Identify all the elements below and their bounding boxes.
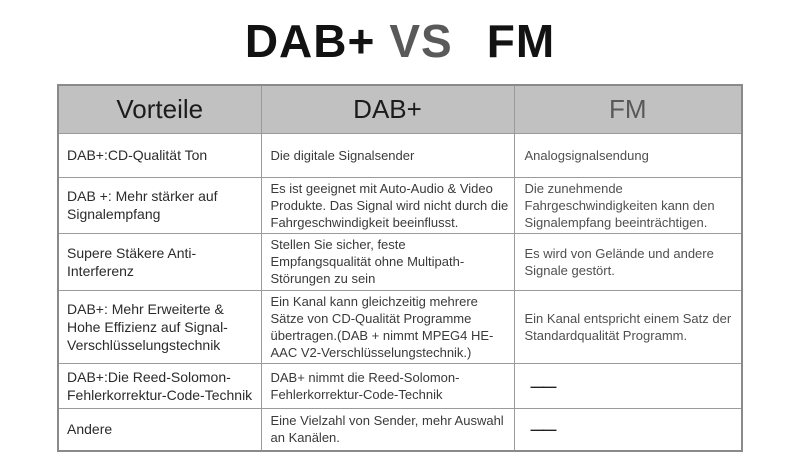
cell-fm: Analogsignalsendung xyxy=(513,132,743,178)
table-row: Supere Stäkere Anti-Interferenz Stellen … xyxy=(57,233,743,291)
page-title: DAB+ VS FM xyxy=(0,0,800,67)
cell-vorteile: Andere xyxy=(57,408,262,452)
title-fm-text: FM xyxy=(486,15,556,67)
header-cell-dab: DAB+ xyxy=(260,84,515,134)
cell-vorteile: DAB+:CD-Qualität Ton xyxy=(57,132,262,178)
cell-vorteile: Supere Stäkere Anti-Interferenz xyxy=(57,233,262,291)
table-row: DAB +: Mehr stärker auf Signalempfang Es… xyxy=(57,176,743,235)
cell-dab: Stellen Sie sicher, feste Empfangsqualit… xyxy=(260,233,515,291)
title-vs-text: VS xyxy=(389,15,453,67)
cell-fm: Die zunehmende Fahrgeschwindigkeiten kan… xyxy=(513,176,743,235)
header-cell-vorteile: Vorteile xyxy=(57,84,262,134)
cell-vorteile: DAB +: Mehr stärker auf Signalempfang xyxy=(57,176,262,235)
cell-dab: Die digitale Signalsender xyxy=(260,132,515,178)
cell-dab: Eine Vielzahl von Sender, mehr Auswahl a… xyxy=(260,408,515,452)
cell-dab: Es ist geeignet mit Auto-Audio & Video P… xyxy=(260,176,515,235)
table-row: DAB+: Mehr Erweiterte & Hohe Effizienz a… xyxy=(57,289,743,365)
table-row: DAB+:Die Reed-Solomon-Fehlerkorrektur-Co… xyxy=(57,363,743,410)
title-dab-text: DAB+ xyxy=(244,15,376,67)
header-cell-fm: FM xyxy=(513,84,743,134)
table-row: DAB+:CD-Qualität Ton Die digitale Signal… xyxy=(57,132,743,178)
cell-fm-dash: —— xyxy=(513,408,743,452)
cell-fm: Es wird von Gelände und andere Signale g… xyxy=(513,233,743,291)
cell-fm-dash: —— xyxy=(513,363,743,410)
cell-vorteile: DAB+:Die Reed-Solomon-Fehlerkorrektur-Co… xyxy=(57,363,262,410)
comparison-table: Vorteile DAB+ FM DAB+:CD-Qualität Ton Di… xyxy=(57,83,743,452)
cell-dab: DAB+ nimmt die Reed-Solomon-Fehlerkorrek… xyxy=(260,363,515,410)
table-header-row: Vorteile DAB+ FM xyxy=(57,84,743,134)
cell-fm: Ein Kanal entspricht einem Satz der Stan… xyxy=(513,289,743,365)
cell-vorteile: DAB+: Mehr Erweiterte & Hohe Effizienz a… xyxy=(57,289,262,365)
cell-dab: Ein Kanal kann gleichzeitig mehrere Sätz… xyxy=(260,289,515,365)
table-row: Andere Eine Vielzahl von Sender, mehr Au… xyxy=(57,408,743,452)
